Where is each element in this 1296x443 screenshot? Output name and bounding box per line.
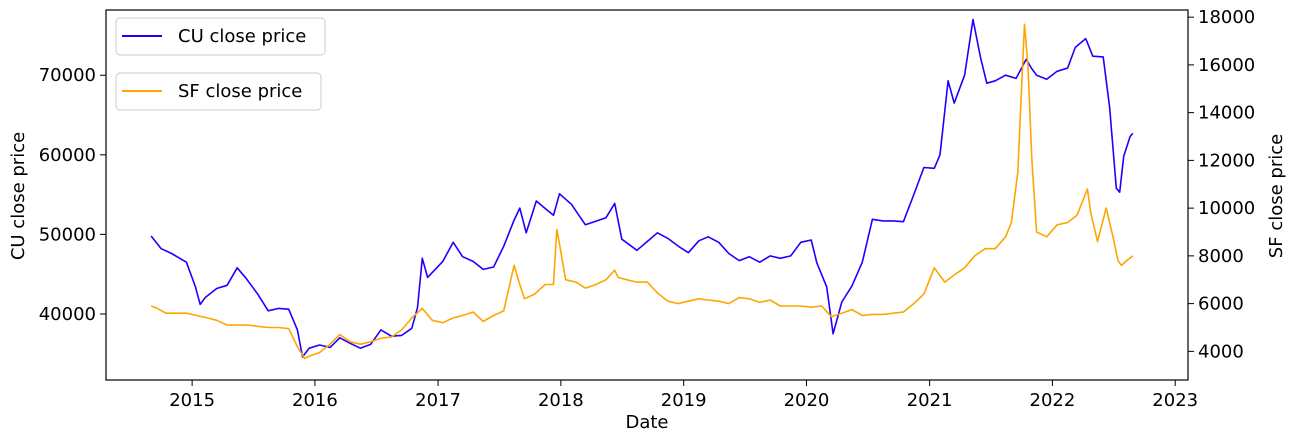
sf-close-price-line [150,23,1134,360]
x-tick-label: 2015 [169,390,215,411]
x-tick-label: 2017 [415,390,461,411]
legend-sf-box [115,72,322,111]
y-right-axis-label: SF close price [1266,134,1287,258]
y-left-tick-label: 40000 [39,304,96,325]
x-axis-label: Date [625,412,668,433]
x-axis-ticks: 2015 2016 2017 2018 2019 2020 2021 2022 2023 [169,380,1198,411]
x-tick-label: 2016 [292,390,338,411]
y-right-tick-label: 6000 [1198,294,1244,315]
x-tick-label: 2021 [907,390,953,411]
x-tick-label: 2018 [538,390,584,411]
y-left-axis-ticks: 40000 50000 60000 70000 [39,65,106,325]
x-tick-label: 2022 [1030,390,1076,411]
plot-frame [105,9,1189,381]
y-right-tick-label: 12000 [1198,150,1255,171]
x-tick-label: 2019 [661,390,707,411]
cu-close-price-line-layer [150,18,1134,358]
legend-sf-label: SF close price [178,81,302,102]
y-left-tick-label: 60000 [39,145,96,166]
y-right-tick-label: 10000 [1198,198,1255,219]
y-right-tick-label: 4000 [1198,341,1244,362]
cu-close-price-line [150,18,1134,358]
y-right-tick-label: 8000 [1198,246,1244,267]
y-right-axis-ticks: 4000 6000 8000 10000 12000 14000 16000 18000 [1188,7,1255,362]
legend-sf: SF close price [115,72,322,111]
sf-close-price-line-layer [150,23,1134,360]
y-right-tick-label: 14000 [1198,103,1255,124]
y-right-tick-label: 18000 [1198,7,1255,28]
legend-cu-box [115,17,326,56]
y-left-axis-label: CU close price [8,132,29,260]
y-left-tick-label: 50000 [39,224,96,245]
legend-cu: CU close price [115,17,326,56]
x-tick-label: 2023 [1152,390,1198,411]
y-right-tick-label: 16000 [1198,55,1255,76]
x-tick-label: 2020 [784,390,830,411]
y-left-tick-label: 70000 [39,65,96,86]
legend-cu-label: CU close price [178,26,306,47]
